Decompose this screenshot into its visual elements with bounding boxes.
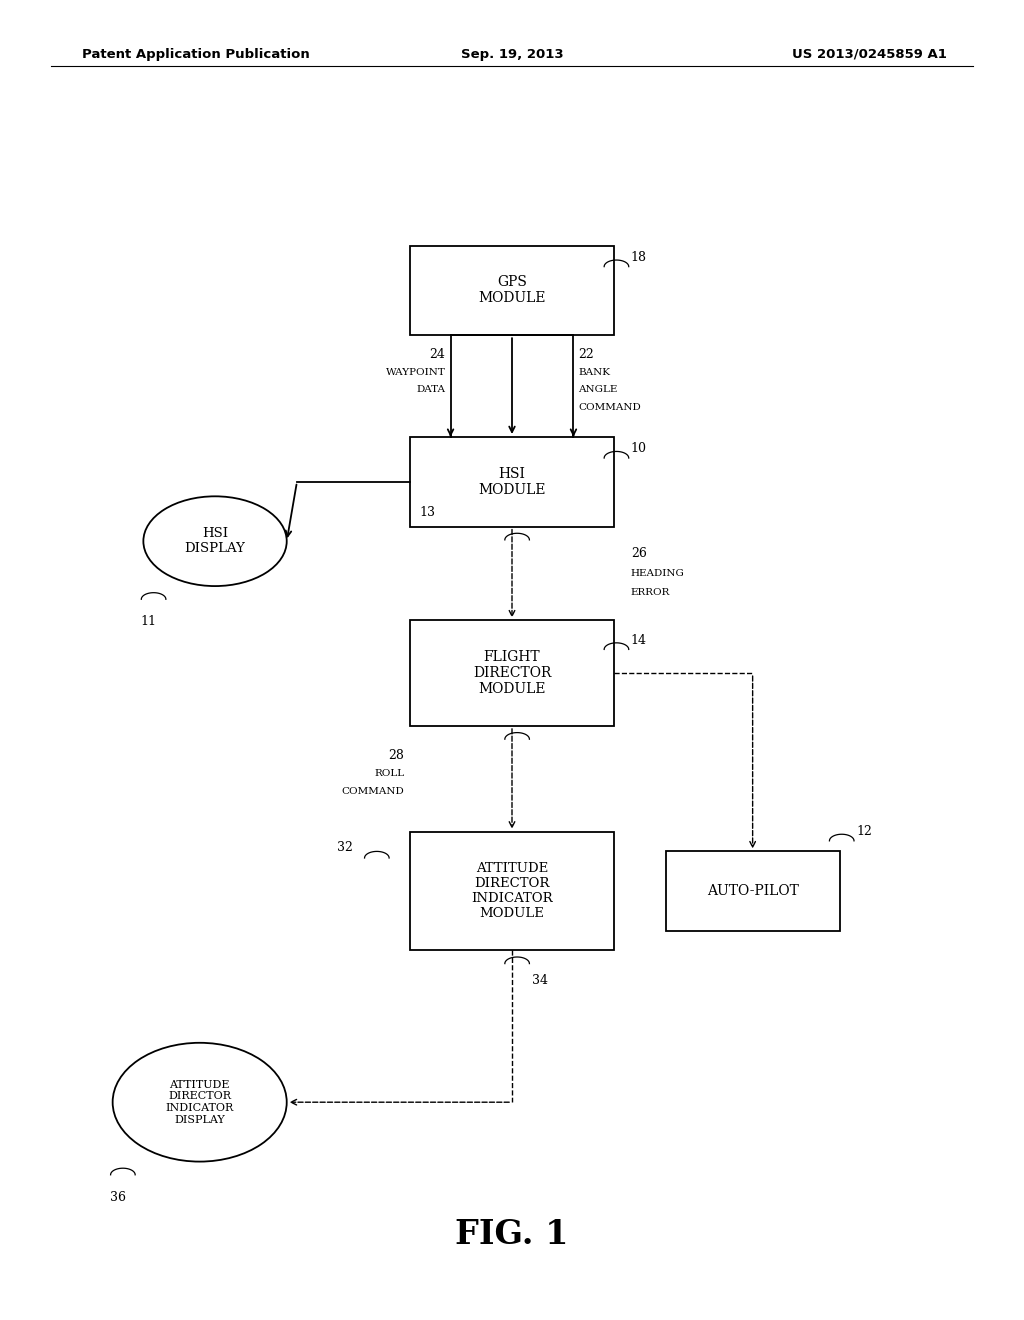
Text: 22: 22 (579, 348, 594, 362)
Text: 36: 36 (110, 1191, 126, 1204)
Bar (666, 851, 840, 931)
Text: 18: 18 (631, 251, 647, 264)
Ellipse shape (113, 1043, 287, 1162)
Text: GPS
MODULE: GPS MODULE (478, 276, 546, 305)
Text: WAYPOINT: WAYPOINT (386, 368, 445, 378)
Bar (410, 246, 614, 335)
Text: FLIGHT
DIRECTOR
MODULE: FLIGHT DIRECTOR MODULE (473, 649, 551, 697)
Text: ANGLE: ANGLE (579, 385, 617, 395)
Text: 24: 24 (429, 348, 445, 362)
Text: COMMAND: COMMAND (342, 788, 404, 796)
Text: ERROR: ERROR (631, 587, 670, 597)
Text: BANK: BANK (579, 368, 610, 378)
Text: ATTITUDE
DIRECTOR
INDICATOR
MODULE: ATTITUDE DIRECTOR INDICATOR MODULE (471, 862, 553, 920)
Text: ROLL: ROLL (375, 770, 404, 777)
Text: DATA: DATA (417, 385, 445, 395)
Text: HSI
DISPLAY: HSI DISPLAY (184, 527, 246, 556)
Text: 28: 28 (388, 748, 404, 762)
Text: HEADING: HEADING (631, 569, 685, 578)
Text: 32: 32 (337, 841, 353, 854)
Bar (410, 620, 614, 726)
Bar (410, 832, 614, 950)
Text: Patent Application Publication: Patent Application Publication (82, 48, 309, 61)
Text: 12: 12 (856, 825, 872, 838)
Text: 26: 26 (631, 548, 647, 560)
Text: COMMAND: COMMAND (579, 403, 641, 412)
Text: 10: 10 (631, 442, 647, 455)
Text: AUTO-PILOT: AUTO-PILOT (707, 884, 799, 898)
Text: US 2013/0245859 A1: US 2013/0245859 A1 (793, 48, 947, 61)
Text: 14: 14 (631, 634, 647, 647)
Text: 34: 34 (532, 974, 549, 987)
Text: 11: 11 (140, 615, 157, 628)
Text: 13: 13 (420, 506, 436, 519)
Text: FIG. 1: FIG. 1 (456, 1217, 568, 1251)
Text: Sep. 19, 2013: Sep. 19, 2013 (461, 48, 563, 61)
Ellipse shape (143, 496, 287, 586)
Text: ATTITUDE
DIRECTOR
INDICATOR
DISPLAY: ATTITUDE DIRECTOR INDICATOR DISPLAY (166, 1080, 233, 1125)
Text: HSI
MODULE: HSI MODULE (478, 467, 546, 496)
Bar (410, 437, 614, 527)
